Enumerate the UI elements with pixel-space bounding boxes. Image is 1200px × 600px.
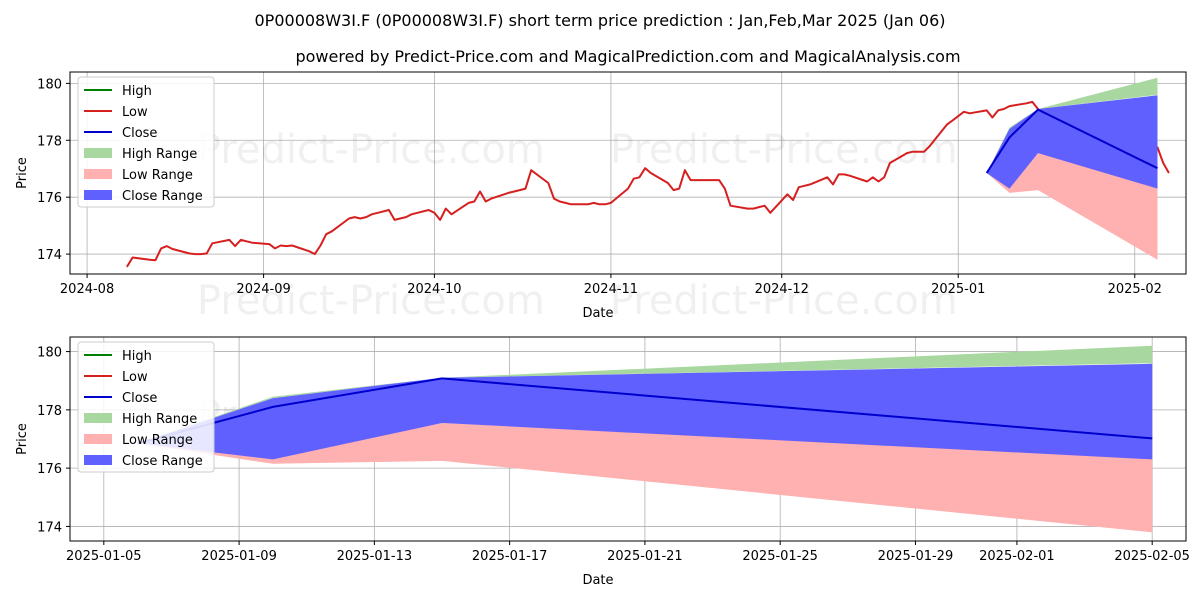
low-price-line bbox=[126, 100, 1170, 268]
x-tick-label: 2025-01-25 bbox=[742, 549, 818, 564]
plot-area bbox=[126, 77, 1170, 268]
chart-title: 0P00008W3I.F (0P00008W3I.F) short term p… bbox=[255, 11, 946, 30]
x-tick-label: 2025-01-21 bbox=[607, 549, 683, 564]
x-tick-label: 2024-10 bbox=[407, 282, 461, 297]
x-tick-label: 2025-02 bbox=[1108, 282, 1162, 297]
x-tick-label: 2025-02-05 bbox=[1114, 549, 1190, 564]
x-tick-label: 2024-12 bbox=[755, 282, 809, 297]
legend-close-range-swatch bbox=[84, 455, 112, 465]
x-tick-label: 2024-09 bbox=[236, 282, 290, 297]
legend-close-range-swatch bbox=[84, 190, 112, 200]
y-tick-label: 174 bbox=[37, 248, 62, 263]
y-tick-label: 180 bbox=[37, 346, 62, 361]
legend-high-label: High bbox=[122, 84, 152, 99]
history-panel: 2024-08 2024-09 2024-10 2024-11 2024-12 2025-… bbox=[15, 71, 1187, 324]
legend-high-range-label: High Range bbox=[122, 412, 197, 427]
legend-low-range-swatch bbox=[84, 169, 112, 179]
y-tick-label: 178 bbox=[37, 404, 62, 419]
y-tick-label: 180 bbox=[37, 77, 62, 92]
y-tick-label: 176 bbox=[37, 191, 62, 206]
y-axis-label: Price bbox=[15, 157, 30, 189]
legend-close-range-label: Close Range bbox=[122, 189, 203, 204]
watermark-text: Predict-Price.com bbox=[197, 278, 545, 324]
legend-close-label: Close bbox=[122, 391, 157, 406]
legend-low-label: Low bbox=[122, 105, 148, 120]
x-tick-label: 2025-01-29 bbox=[878, 549, 954, 564]
watermark-text: Predict-Price.com bbox=[610, 278, 958, 324]
forecast-panel: 2025-01-05 2025-01-09 2025-01-13 2025-01-17… bbox=[15, 336, 1190, 588]
x-axis-label: Date bbox=[582, 306, 613, 321]
x-tick-label: 2025-01-09 bbox=[201, 549, 277, 564]
chart-subtitle: powered by Predict-Price.com and Magical… bbox=[295, 47, 960, 66]
legend-close-range-label: Close Range bbox=[122, 454, 203, 469]
legend-high-range-swatch bbox=[84, 148, 112, 158]
close-forecast-line bbox=[985, 108, 1158, 174]
x-tick-label: 2025-01-17 bbox=[472, 549, 548, 564]
legend-low-label: Low bbox=[122, 370, 148, 385]
legend-low-range-swatch bbox=[84, 434, 112, 444]
legend-high-label: High bbox=[122, 349, 152, 364]
high-range-band bbox=[137, 345, 1153, 444]
legend: High Low Close High Range Low Range Close Ran… bbox=[77, 76, 215, 208]
legend-high-range-label: High Range bbox=[122, 147, 197, 162]
y-tick-label: 178 bbox=[37, 134, 62, 149]
legend-low-range-label: Low Range bbox=[122, 433, 193, 448]
x-axis-label: Date bbox=[582, 573, 613, 588]
plot-area bbox=[137, 345, 1153, 533]
watermark-text: Predict-Price.com bbox=[610, 127, 958, 173]
x-tick-label: 2025-01 bbox=[931, 282, 985, 297]
watermark-text: Predict-Price.com bbox=[197, 127, 545, 173]
x-tick-label: 2025-01-05 bbox=[66, 549, 142, 564]
legend-low-range-label: Low Range bbox=[122, 168, 193, 183]
legend: High Low Close High Range Low Range Close Ran… bbox=[77, 341, 215, 473]
low-range-band bbox=[137, 423, 1153, 533]
y-tick-label: 176 bbox=[37, 462, 62, 477]
legend-close-label: Close bbox=[122, 126, 157, 141]
y-tick-label: 174 bbox=[37, 520, 62, 535]
x-tick-label: 2024-08 bbox=[60, 282, 114, 297]
grid bbox=[70, 72, 1186, 274]
low-range-band bbox=[986, 153, 1158, 260]
y-axis-label: Price bbox=[15, 423, 30, 455]
plot-frame bbox=[69, 336, 1187, 542]
x-tick-label: 2025-02-01 bbox=[979, 549, 1055, 564]
plot-frame bbox=[69, 71, 1187, 275]
high-range-band bbox=[986, 77, 1158, 173]
x-tick-label: 2024-11 bbox=[584, 282, 638, 297]
legend-high-range-swatch bbox=[84, 413, 112, 423]
x-tick-label: 2025-01-13 bbox=[337, 549, 413, 564]
